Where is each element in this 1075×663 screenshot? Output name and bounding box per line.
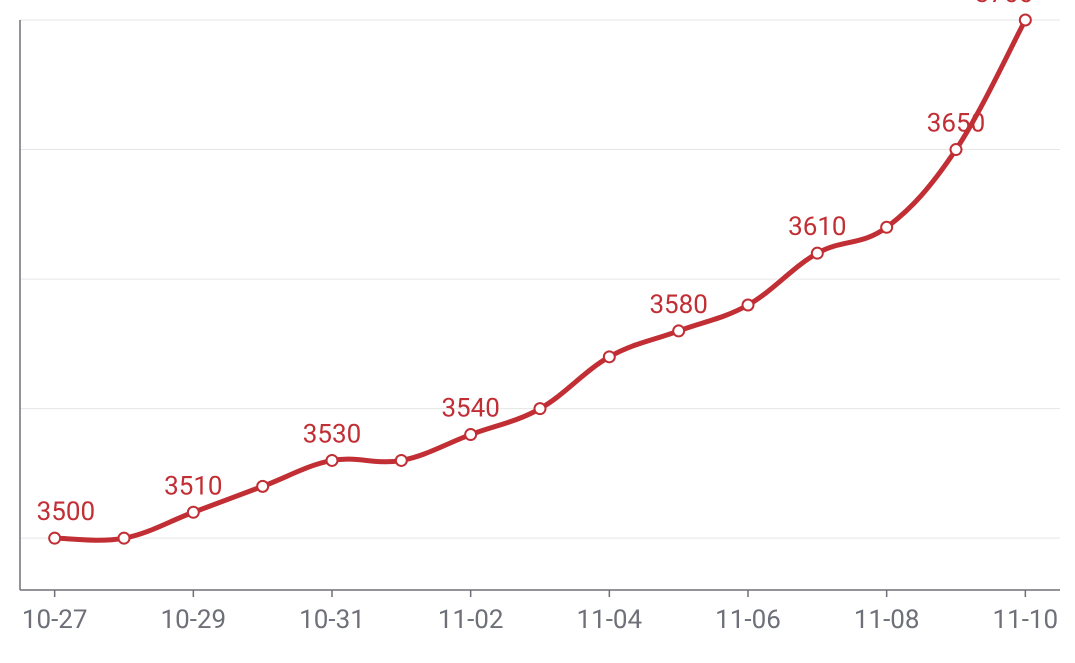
series-marker: [881, 222, 892, 233]
x-tick-label: 10-31: [299, 605, 365, 635]
x-tick-label: 11-06: [715, 605, 781, 635]
series-marker: [257, 481, 268, 492]
series-marker: [119, 533, 130, 544]
x-tick-label: 11-04: [577, 605, 643, 635]
data-label: 3700: [975, 0, 1033, 9]
chart-svg: 10-27 10-29 10-31 11-02 11-04 11-06 11-08 11-10…: [0, 0, 1075, 663]
x-tick-label: 11-08: [854, 605, 920, 635]
series-marker: [535, 403, 546, 414]
data-label: 3540: [441, 394, 499, 424]
series-marker: [188, 507, 199, 518]
data-label: 3580: [649, 290, 707, 320]
series-marker: [396, 455, 407, 466]
series-marker: [673, 325, 684, 336]
data-label: 3500: [37, 497, 95, 527]
series-marker: [465, 429, 476, 440]
series-marker: [951, 144, 962, 155]
series-marker: [743, 300, 754, 311]
line-chart: 10-27 10-29 10-31 11-02 11-04 11-06 11-08 11-10…: [0, 0, 1075, 663]
data-label: 3510: [164, 471, 222, 501]
data-label: 3530: [303, 419, 361, 449]
series-marker: [49, 533, 60, 544]
x-tick-label: 10-27: [22, 605, 88, 635]
series-marker: [604, 351, 615, 362]
x-tick-label: 11-02: [438, 605, 504, 635]
series-marker: [812, 248, 823, 259]
data-label: 3650: [927, 109, 985, 139]
series-marker: [327, 455, 338, 466]
x-tick-label: 11-10: [993, 605, 1059, 635]
series-marker: [1020, 15, 1031, 26]
data-label: 3610: [788, 212, 846, 242]
x-tick-label: 10-29: [161, 605, 227, 635]
